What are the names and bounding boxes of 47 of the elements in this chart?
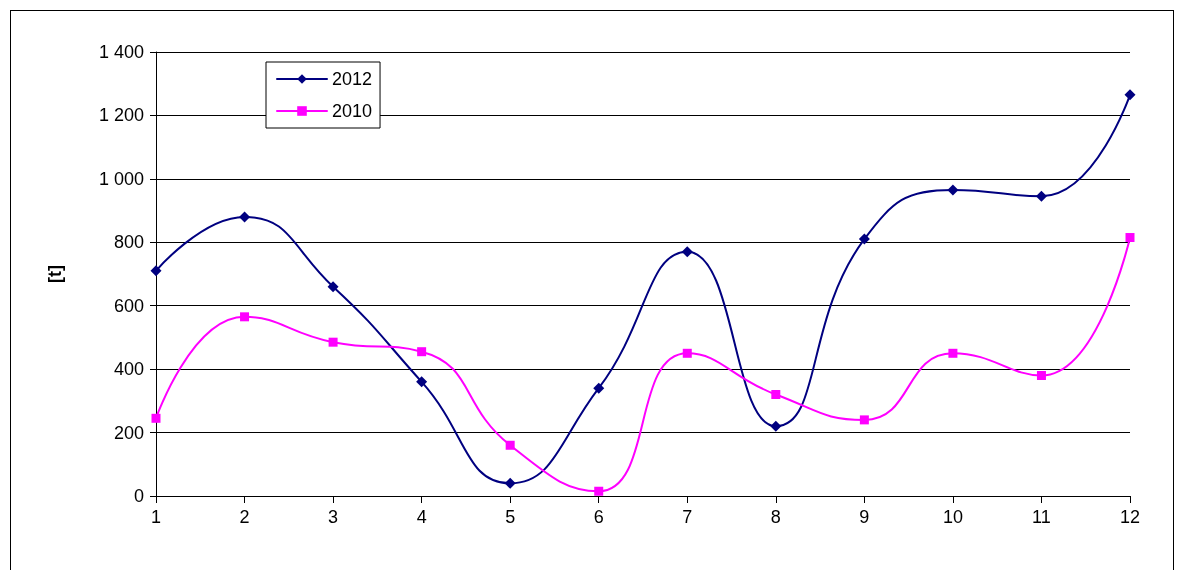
point xyxy=(681,246,693,258)
y-axis-title: [t] xyxy=(45,265,65,283)
x-tick-label: 9 xyxy=(859,507,870,527)
point xyxy=(505,440,515,450)
x-tick-label: 8 xyxy=(770,507,781,527)
x-tick-label: 10 xyxy=(942,507,963,527)
point xyxy=(948,348,958,358)
x-tick-label: 5 xyxy=(505,507,516,527)
point xyxy=(504,477,516,489)
point xyxy=(593,382,605,394)
point xyxy=(594,486,604,496)
y-tick-label: 1 200 xyxy=(98,105,144,126)
point xyxy=(859,415,869,425)
y-tick-label: 0 xyxy=(133,486,144,506)
point xyxy=(417,347,427,357)
x-tick-label: 1 xyxy=(150,507,162,527)
y-tick-label: 1 400 xyxy=(98,42,144,62)
point xyxy=(328,337,338,347)
x-tick-label: 3 xyxy=(328,507,339,527)
point xyxy=(327,281,339,293)
y-tick-label: 600 xyxy=(113,295,144,316)
x-tick-label: 12 xyxy=(1119,507,1141,527)
x-tick-label: 6 xyxy=(593,507,604,527)
legend-label: 2012 xyxy=(332,69,373,89)
point xyxy=(947,184,959,196)
point xyxy=(1036,370,1046,380)
point xyxy=(240,312,250,322)
point xyxy=(771,390,781,400)
x-tick-label: 2 xyxy=(239,507,250,527)
point xyxy=(682,348,692,358)
x-tick-label: 4 xyxy=(416,507,427,527)
legend-label: 2010 xyxy=(332,101,373,121)
y-tick-label: 1 000 xyxy=(98,168,144,189)
point xyxy=(770,420,782,432)
point xyxy=(416,376,428,388)
y-tick-label: 800 xyxy=(113,232,144,253)
point xyxy=(239,211,251,223)
x-tick-label: 11 xyxy=(1032,507,1051,527)
x-tick-label: 7 xyxy=(682,507,693,527)
point xyxy=(1124,89,1136,101)
point xyxy=(150,265,162,277)
point xyxy=(151,413,161,423)
point xyxy=(1035,190,1047,202)
point xyxy=(1125,233,1135,243)
y-tick-label: 400 xyxy=(113,359,144,380)
point xyxy=(858,233,870,245)
y-tick-label: 200 xyxy=(113,422,144,443)
